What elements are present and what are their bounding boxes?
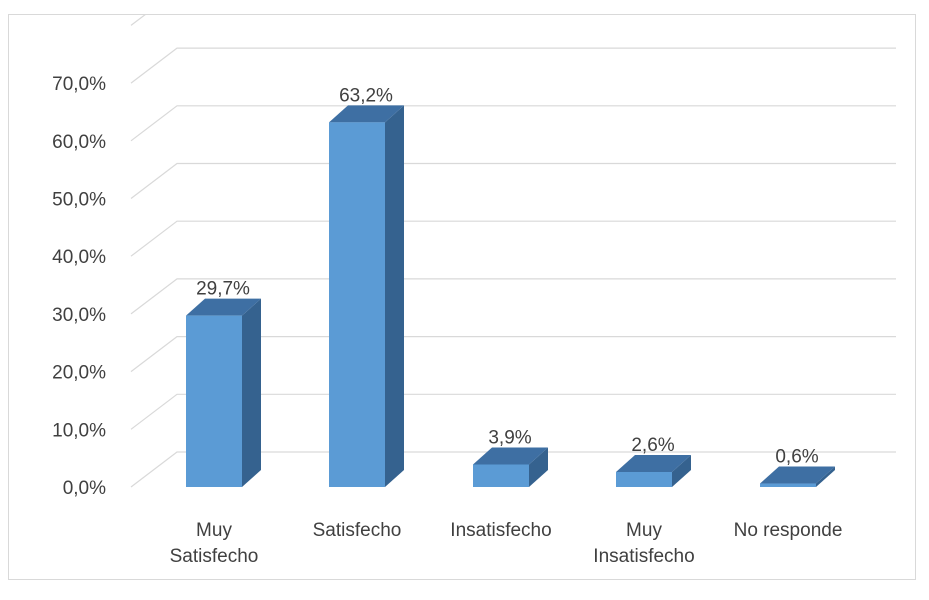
y-tick-label: 50,0% bbox=[52, 190, 106, 211]
gridline bbox=[130, 47, 896, 84]
bar-side bbox=[242, 298, 261, 487]
bar-top bbox=[616, 454, 691, 472]
x-tick-label: Satisfecho bbox=[313, 520, 402, 541]
y-tick-label: 20,0% bbox=[52, 363, 106, 384]
gridline bbox=[130, 278, 896, 315]
y-tick-label: 70,0% bbox=[52, 74, 106, 95]
bar-top bbox=[186, 298, 261, 316]
gridline bbox=[130, 451, 896, 488]
data-label: 3,9% bbox=[488, 427, 531, 448]
y-tick-label: 10,0% bbox=[52, 420, 106, 441]
bar-front bbox=[329, 122, 385, 487]
bar-front bbox=[760, 483, 816, 487]
bar bbox=[186, 298, 261, 487]
x-tick-label: Muy Insatisfecho bbox=[593, 520, 694, 567]
bar-front bbox=[186, 315, 242, 487]
bar-top bbox=[329, 105, 404, 123]
gridline bbox=[130, 105, 896, 142]
bar-top bbox=[760, 466, 835, 484]
bar-side bbox=[385, 105, 404, 487]
y-tick-label: 0,0% bbox=[63, 478, 106, 499]
bar bbox=[329, 105, 404, 487]
bar-front bbox=[616, 471, 672, 487]
x-tick-label: No responde bbox=[734, 520, 843, 541]
data-label: 29,7% bbox=[196, 279, 250, 300]
y-tick-label: 60,0% bbox=[52, 132, 106, 153]
x-tick-label: Insatisfecho bbox=[450, 520, 551, 541]
bar-side bbox=[672, 454, 691, 487]
bar bbox=[473, 447, 548, 487]
data-labels: 29,7% 63,2% 3,9% 2,6% 0,6% bbox=[196, 85, 819, 467]
bar-side bbox=[529, 447, 548, 487]
y-tick-label: 40,0% bbox=[52, 247, 106, 268]
bar bbox=[760, 466, 835, 487]
bar-front bbox=[473, 464, 529, 487]
gridlines bbox=[130, 15, 896, 488]
data-label: 2,6% bbox=[631, 435, 674, 456]
y-tick-label: 30,0% bbox=[52, 305, 106, 326]
gridline bbox=[130, 220, 896, 257]
x-tick-label: Muy Satisfecho bbox=[170, 520, 259, 567]
data-label: 63,2% bbox=[339, 85, 393, 106]
bar bbox=[616, 454, 691, 487]
bar-chart: 0,0%10,0%20,0%30,0%40,0%50,0%60,0%70,0% … bbox=[52, 15, 896, 567]
bar-top bbox=[473, 447, 548, 465]
gridline bbox=[130, 336, 896, 373]
x-axis: Muy Satisfecho Satisfecho Insatisfecho Muy In… bbox=[170, 520, 843, 567]
gridline bbox=[130, 162, 896, 199]
gridline bbox=[130, 15, 146, 26]
gridline bbox=[130, 393, 896, 430]
bars bbox=[186, 105, 835, 487]
data-label: 0,6% bbox=[775, 447, 818, 468]
y-axis: 0,0% 10,0% 20,0% 30,0% 40,0% 50,0% 60,0% 70,0% bbox=[52, 74, 106, 499]
chart-area: 0,0% 10,0% 20,0% 30,0% 40,0% 50,0% 60,0% 70,0% … bbox=[8, 14, 916, 580]
bar-side bbox=[816, 466, 835, 487]
